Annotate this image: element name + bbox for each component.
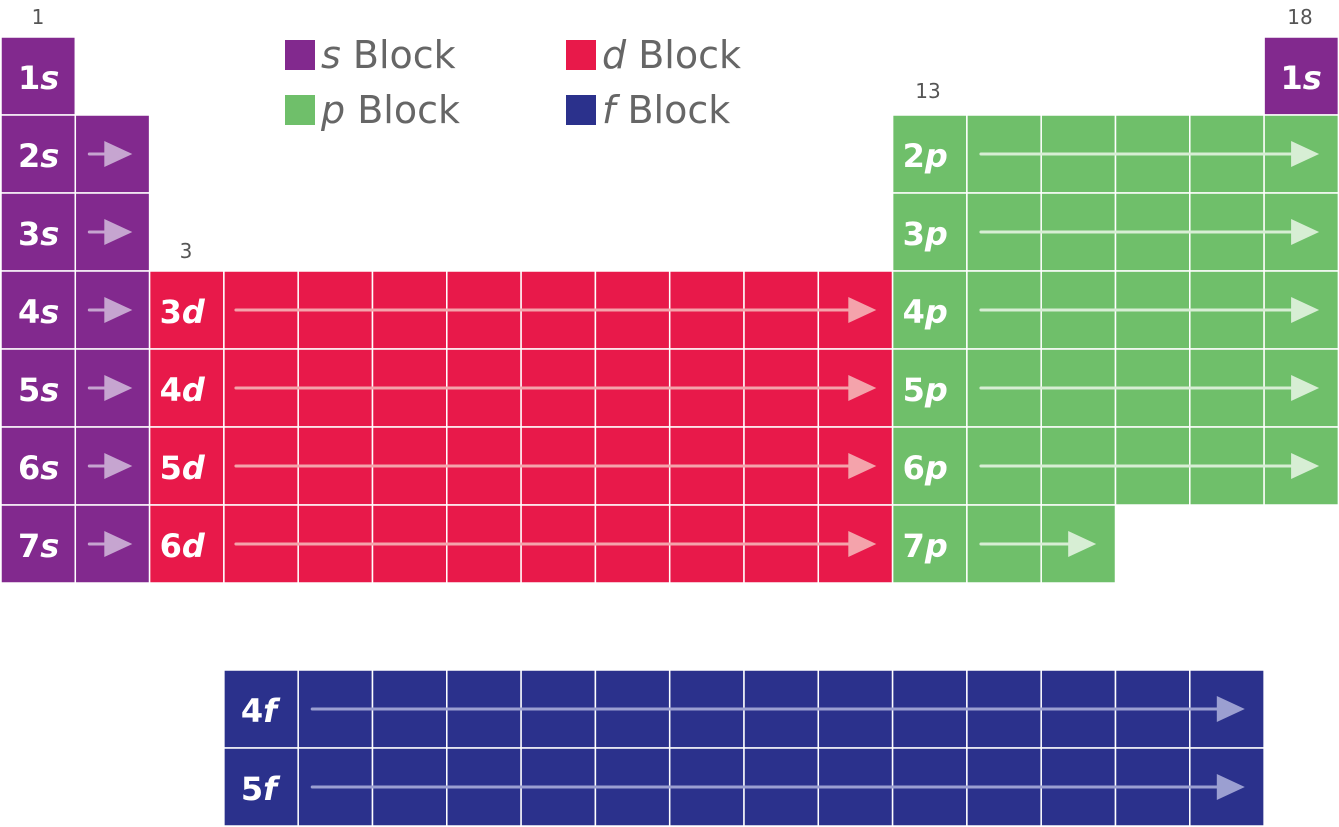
p-block-cell <box>891 504 968 584</box>
orbital-label-5p: 5p <box>903 371 948 409</box>
d-fill-arrow <box>234 531 877 557</box>
orbital-label-7s: 7s <box>18 527 59 565</box>
s-block-cell <box>0 192 77 272</box>
legend-swatch-p <box>285 95 315 125</box>
s-block-cell <box>0 114 77 194</box>
group-number-18: 18 <box>1287 5 1312 29</box>
s-fill-arrow <box>87 453 133 479</box>
d-fill-arrow <box>234 375 877 401</box>
orbital-label-1s: 1s <box>18 59 59 97</box>
f-block-cell <box>223 669 299 749</box>
s-fill-arrow <box>87 375 133 401</box>
orbital-label-5s: 5s <box>18 371 59 409</box>
orbital-label-4f: 4f <box>241 692 281 730</box>
p-fill-arrow <box>979 297 1320 323</box>
d-block-cell <box>148 504 225 584</box>
legend-label-d: d Block <box>602 33 741 77</box>
legend-label-f: f Block <box>602 88 730 132</box>
d-fill-arrow <box>234 297 877 323</box>
group-number-3: 3 <box>180 239 193 263</box>
s-fill-arrow <box>87 141 133 167</box>
s-block-cell <box>0 36 77 116</box>
f-fill-arrow <box>310 696 1245 722</box>
p-block-cell <box>891 114 968 194</box>
group-number-13: 13 <box>915 79 940 103</box>
orbital-label-5d: 5d <box>160 449 206 487</box>
p-fill-arrow <box>979 141 1320 167</box>
legend-swatch-s <box>285 40 315 70</box>
orbital-label-6p: 6p <box>903 449 948 487</box>
s-block-cell <box>0 504 77 584</box>
p-fill-arrow <box>979 453 1320 479</box>
p-fill-arrow <box>979 375 1320 401</box>
orbital-label-3s: 3s <box>18 215 59 253</box>
orbital-label-3p: 3p <box>903 215 948 253</box>
f-block-cell <box>223 747 299 827</box>
f-fill-arrow <box>310 774 1245 800</box>
orbital-label-7p: 7p <box>903 527 948 565</box>
orbital-label-2s: 2s <box>18 137 59 175</box>
legend-label-p: p Block <box>320 88 460 132</box>
p-block-cell <box>891 192 968 272</box>
s-fill-arrow <box>87 531 133 557</box>
legend-swatch-d <box>566 40 596 70</box>
orbital-label-4p: 4p <box>903 293 948 331</box>
s-block-cell <box>0 348 77 428</box>
orbital-label-4d: 4d <box>160 371 206 409</box>
orbital-label-3d: 3d <box>160 293 206 331</box>
p-block-cell <box>891 348 968 428</box>
legend-label-s: s Block <box>321 33 456 77</box>
orbital-label-2p: 2p <box>903 137 948 175</box>
s-fill-arrow <box>87 297 133 323</box>
s-fill-arrow <box>87 219 133 245</box>
d-block-cell <box>148 426 225 506</box>
orbital-label-6d: 6d <box>160 527 206 565</box>
d-block-cell <box>148 348 225 428</box>
orbital-label-5f: 5f <box>241 770 281 808</box>
group-number-1: 1 <box>32 5 45 29</box>
p-block-cell <box>891 270 968 350</box>
legend-swatch-f <box>566 95 596 125</box>
p-fill-arrow <box>979 531 1097 557</box>
p-fill-arrow <box>979 219 1320 245</box>
s-block-cell <box>0 270 77 350</box>
orbital-label-4s: 4s <box>18 293 59 331</box>
d-fill-arrow <box>234 453 877 479</box>
orbital-label-6s: 6s <box>18 449 59 487</box>
orbital-label-1s-helium: 1s <box>1280 59 1321 97</box>
